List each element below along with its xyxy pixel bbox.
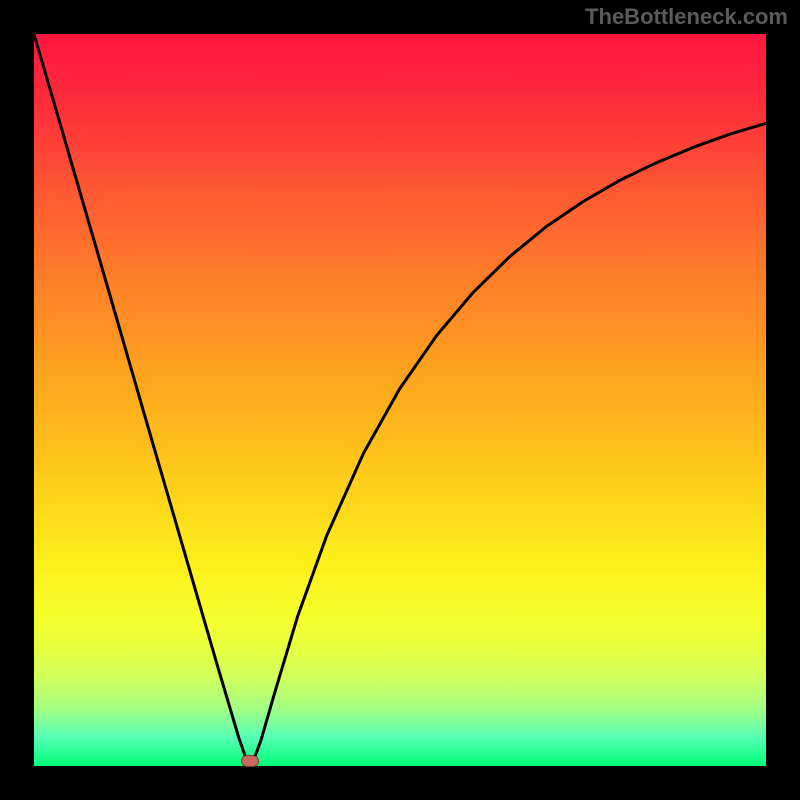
watermark-text: TheBottleneck.com	[585, 4, 788, 30]
chart-frame: TheBottleneck.com	[0, 0, 800, 800]
curve-path	[34, 34, 766, 766]
plot-area	[34, 34, 766, 766]
optimal-point-marker	[241, 755, 259, 767]
bottleneck-curve	[34, 34, 766, 766]
